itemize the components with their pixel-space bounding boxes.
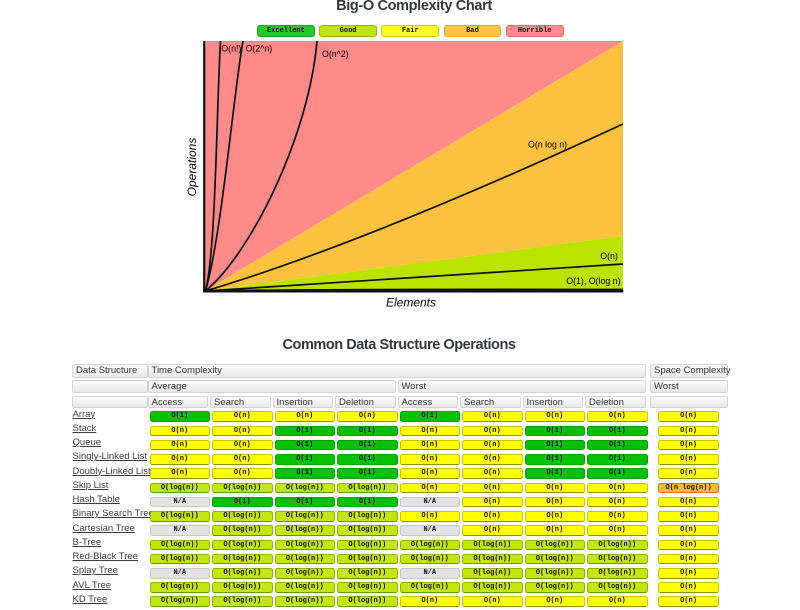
svg-text:O(n^2): O(n^2) xyxy=(322,49,349,59)
svg-text:O(1), O(log n): O(1), O(log n) xyxy=(566,276,620,286)
svg-text:O(n log n): O(n log n) xyxy=(528,140,567,150)
svg-text:Operations: Operations xyxy=(185,138,199,197)
svg-text:O(2^n): O(2^n) xyxy=(246,43,273,53)
svg-text:O(n!): O(n!) xyxy=(221,43,241,53)
svg-text:Elements: Elements xyxy=(386,296,436,310)
svg-text:O(n): O(n) xyxy=(600,251,618,261)
